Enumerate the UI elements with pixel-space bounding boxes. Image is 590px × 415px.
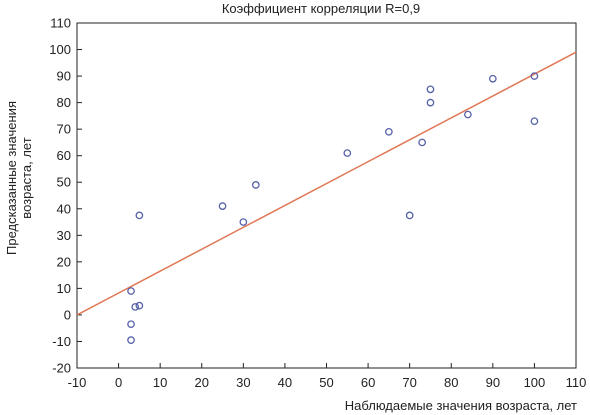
y-tick-label: 80 (57, 95, 71, 110)
y-tick-label: 50 (57, 175, 71, 190)
scatter-point (488, 74, 497, 83)
scatter-point (426, 85, 435, 94)
x-tick-label: 60 (361, 375, 375, 390)
scatter-point (385, 127, 393, 136)
regression-line-group (76, 51, 577, 316)
x-tick-label: 110 (566, 375, 587, 390)
y-axis-label-line-2: возраста, лет (19, 137, 34, 218)
y-tick-label: -10 (52, 334, 71, 349)
x-tick-label: 50 (319, 375, 333, 390)
y-tick-label: 40 (57, 201, 71, 216)
data-points (127, 72, 539, 344)
plot-frame (76, 22, 577, 369)
x-tick-label: 0 (115, 375, 122, 390)
y-tick-label: 90 (57, 69, 71, 84)
scatter-point (218, 202, 227, 210)
y-tick-label: 60 (57, 148, 71, 163)
scatter-point (135, 301, 144, 310)
y-axis-label-line-1: Предсказанные значения (4, 101, 19, 255)
x-tick-label: 90 (486, 375, 500, 390)
scatter-point (251, 181, 260, 189)
scatter-point (343, 149, 352, 157)
y-tick-label: 0 (64, 307, 71, 322)
scatter-point (131, 303, 140, 311)
y-axis-label: Предсказанные значения возраста, лет (4, 101, 34, 255)
y-tick-label: 10 (57, 281, 71, 296)
y-tick-label: 100 (49, 42, 71, 57)
x-tick-label: 100 (524, 375, 546, 390)
x-axis-ticks: -10 0 10 20 30 40 50 60 70 80 90 100 110 (68, 363, 587, 390)
y-tick-label: 70 (57, 122, 71, 137)
y-tick-label: -20 (52, 361, 71, 376)
scatter-point (239, 218, 248, 226)
x-tick-label: 70 (402, 375, 416, 390)
y-tick-label: 20 (57, 254, 71, 269)
chart-title: Коэффициент корреляции R=0,9 (222, 1, 420, 16)
scatter-point (127, 320, 135, 329)
regression-line (76, 51, 577, 316)
scatter-point (418, 138, 426, 147)
y-tick-label: 110 (50, 16, 71, 31)
x-tick-label: 80 (444, 375, 458, 390)
scatter-point (135, 211, 144, 220)
x-axis-label: Наблюдаемые значения возраста, лет (345, 398, 577, 413)
scatter-point (464, 110, 472, 119)
scatter-point (530, 117, 539, 126)
scatter-point (426, 98, 435, 107)
x-tick-label: 30 (236, 375, 250, 390)
y-axis-ticks: -20 -10 0 10 20 30 40 50 60 70 80 90 100 110 (49, 16, 82, 376)
x-tick-label: -10 (68, 375, 87, 390)
x-tick-label: 40 (278, 375, 292, 390)
x-tick-label: 10 (153, 375, 167, 390)
scatter-point (127, 336, 135, 344)
scatter-point (127, 287, 135, 295)
y-tick-label: 30 (57, 228, 71, 243)
scatter-point (530, 72, 539, 80)
x-tick-label: 20 (195, 375, 209, 390)
scatter-point (405, 211, 414, 220)
